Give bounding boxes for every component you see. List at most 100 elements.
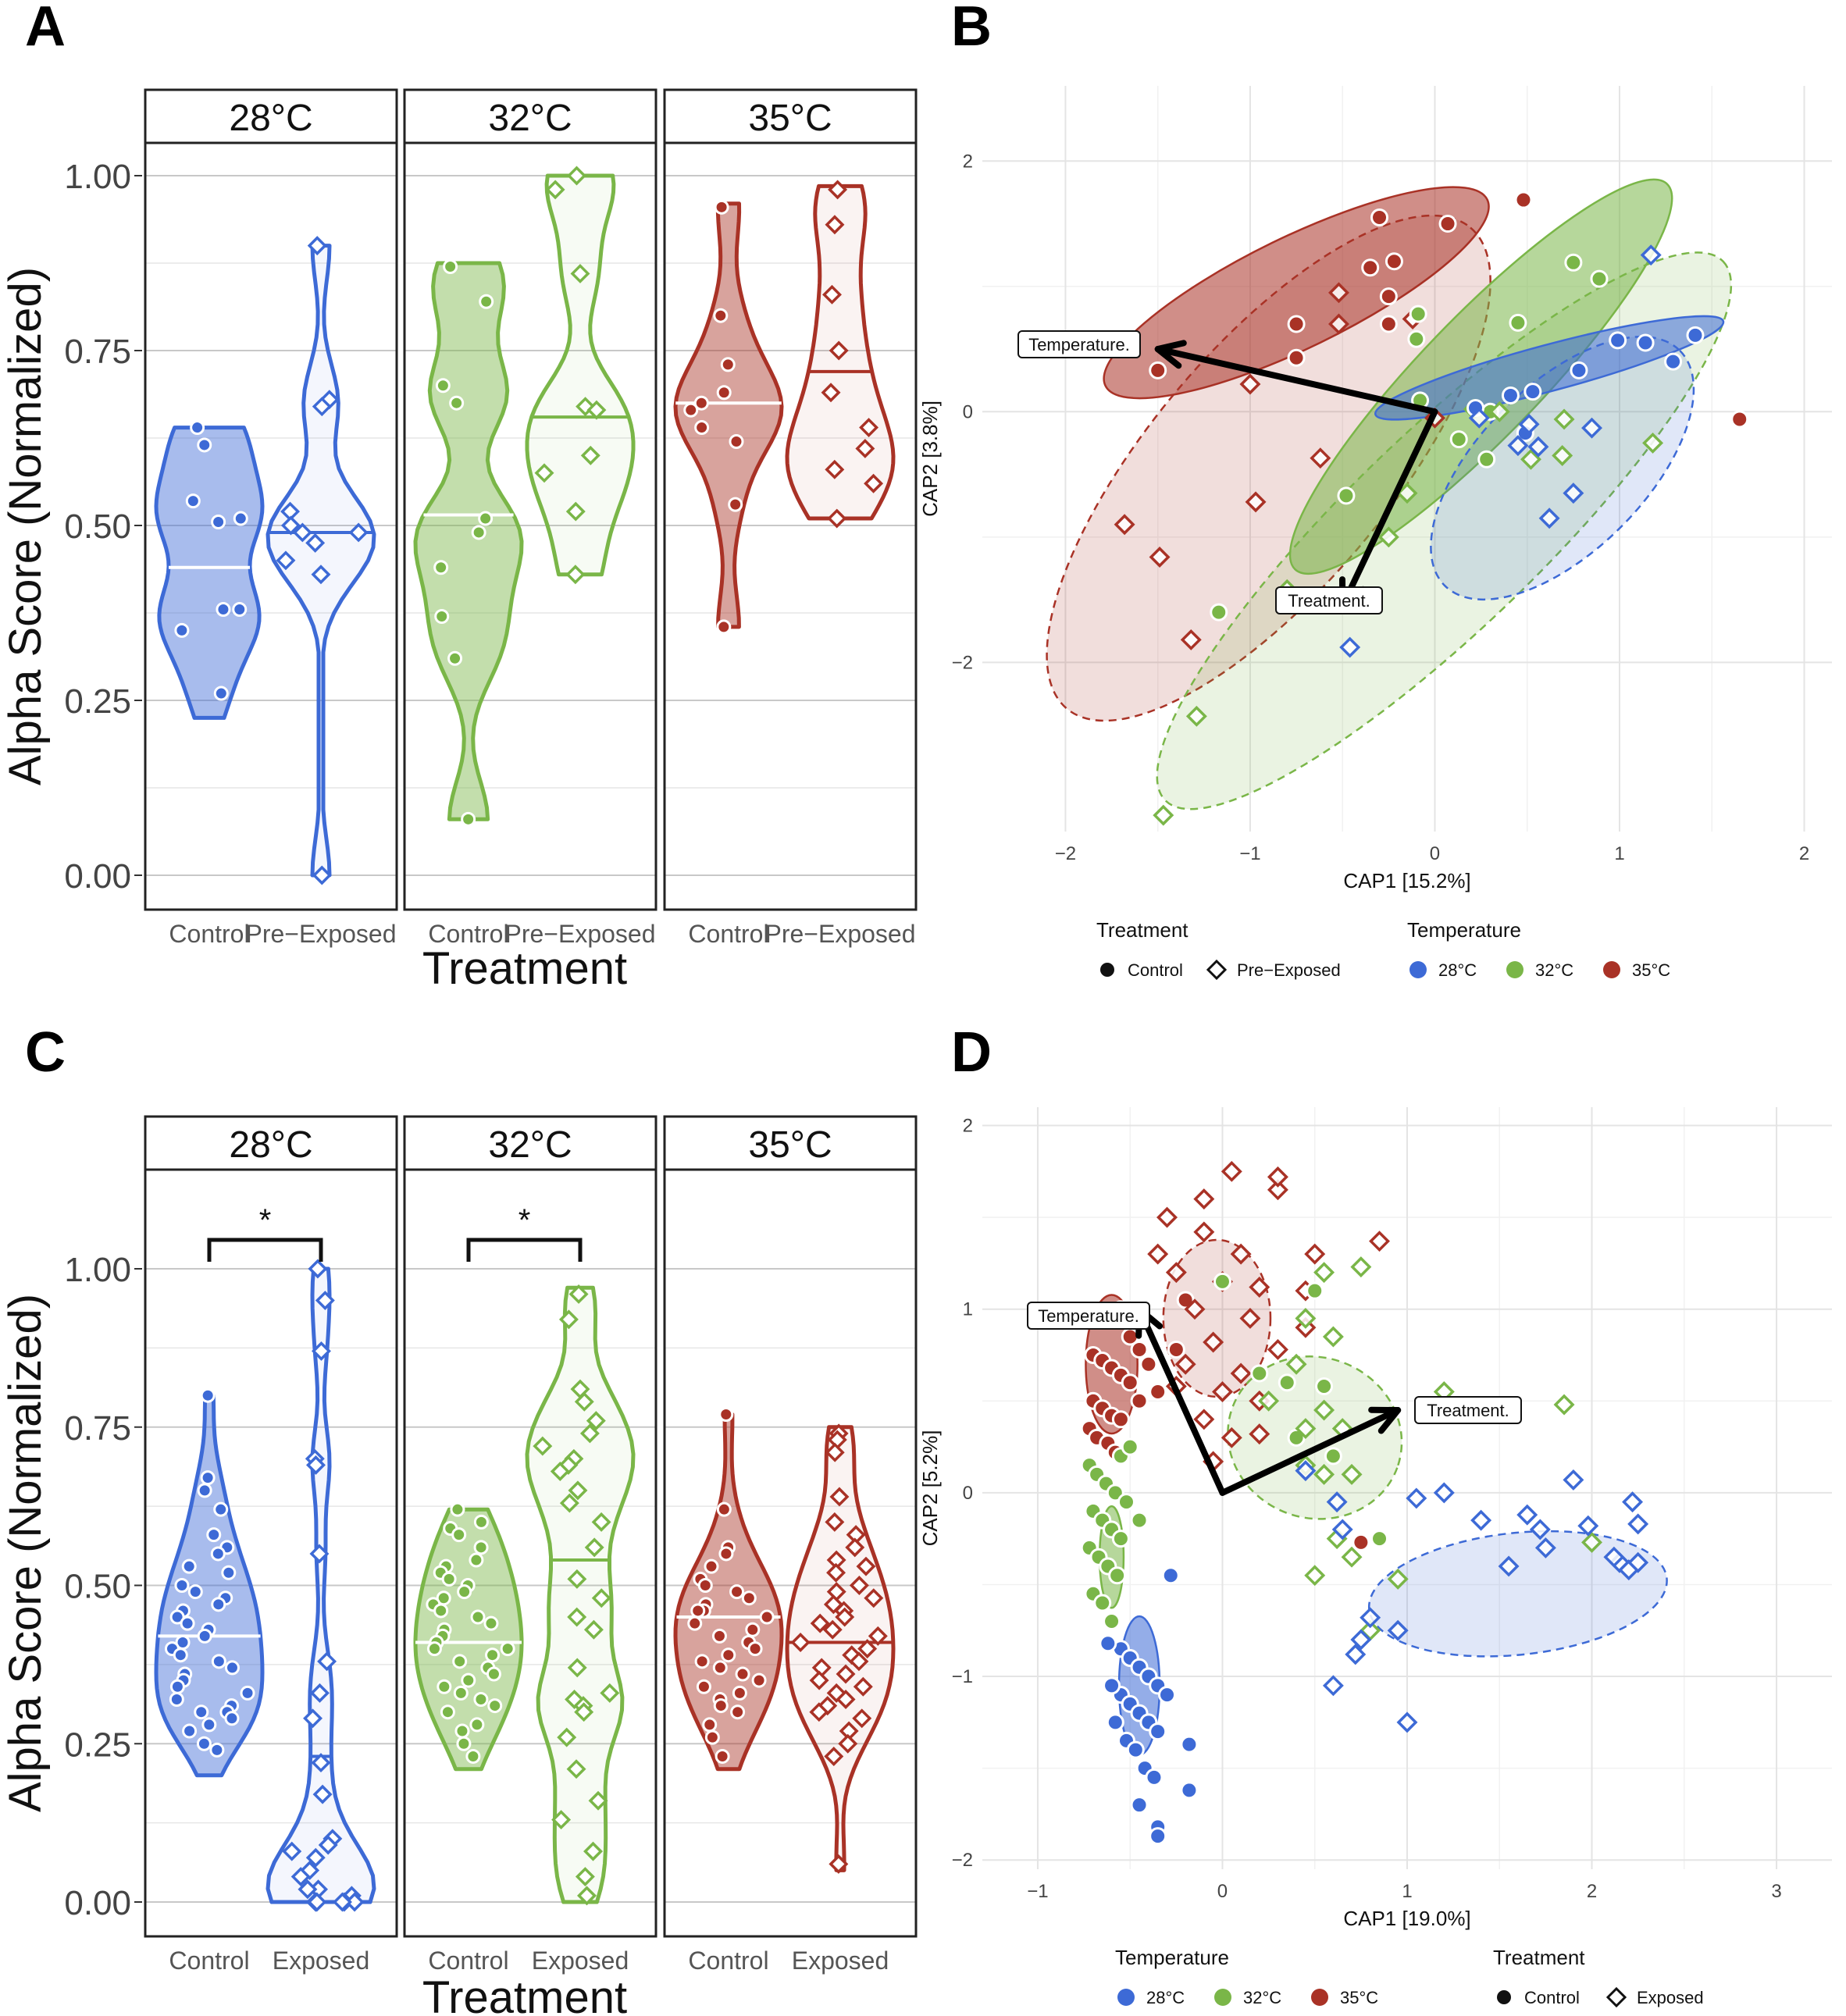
- data-point-exposed: [1193, 1409, 1215, 1430]
- data-point-control: [694, 1654, 710, 1669]
- data-point-control: [718, 1546, 734, 1562]
- data-point-exposed: [580, 445, 600, 465]
- x-tick-label: 3: [1771, 1881, 1781, 1902]
- data-point-control: [486, 1666, 501, 1682]
- x-tick-label: Control: [428, 1947, 508, 1975]
- data-point-exposed: [825, 215, 845, 235]
- data-point-control: [433, 560, 449, 575]
- data-point-exposed: [574, 1702, 594, 1722]
- confidence-ellipse: [1156, 251, 1733, 810]
- data-point-control: [690, 1603, 706, 1619]
- data-point-exposed: [591, 1588, 611, 1608]
- significance-bracket: [466, 1238, 583, 1262]
- data-point-exposed: [1553, 408, 1575, 430]
- data-point-exposed: [821, 383, 841, 403]
- x-tick-label: Pre−Exposed: [245, 920, 396, 948]
- data-point-control: [211, 1597, 226, 1612]
- data-point-exposed: [583, 1619, 604, 1640]
- y-tick-label: 0.00: [64, 1884, 131, 1922]
- data-point-control: [1149, 1722, 1167, 1741]
- vector-arrow-line: [1339, 408, 1438, 610]
- data-point-control: [197, 437, 212, 453]
- legend-item: 28°C: [1146, 1988, 1185, 2007]
- data-point-control: [1609, 331, 1627, 350]
- data-point-exposed: [292, 522, 312, 543]
- facet-strip: [403, 1115, 658, 1171]
- data-point-control: [1570, 361, 1588, 379]
- data-point-control: [213, 686, 229, 701]
- data-point-exposed: [838, 1733, 858, 1754]
- facet-strip-label: 28°C: [229, 1124, 312, 1166]
- data-point-control: [441, 1571, 457, 1587]
- confidence-ellipse: [1374, 315, 1725, 421]
- data-point-control: [232, 602, 248, 618]
- y-tick-label: 0: [963, 1483, 973, 1504]
- data-point-control: [1121, 1437, 1139, 1456]
- data-point-exposed: [1350, 1629, 1372, 1651]
- legend-item: 35°C: [1632, 960, 1670, 980]
- data-point-exposed: [567, 1658, 587, 1678]
- data-point-control: [174, 1578, 190, 1593]
- data-point-exposed: [1433, 1482, 1455, 1504]
- data-point-control: [473, 1691, 489, 1707]
- data-point-control: [201, 1717, 217, 1733]
- x-tick-label: Exposed: [273, 1947, 370, 1975]
- data-point-control: [721, 1647, 736, 1663]
- data-point-control: [728, 497, 743, 512]
- data-point-exposed: [1468, 407, 1490, 429]
- data-point-exposed: [1345, 1644, 1367, 1665]
- data-point-exposed: [825, 1512, 845, 1532]
- data-point-control: [469, 1717, 485, 1733]
- data-point-control: [1099, 1634, 1117, 1653]
- data-point-control: [1121, 1373, 1139, 1392]
- data-point-exposed: [1396, 483, 1418, 504]
- data-point-control: [745, 1622, 761, 1637]
- data-point-control: [224, 1660, 240, 1676]
- facet-strip: [663, 1115, 918, 1171]
- data-point-control: [1108, 1566, 1127, 1585]
- legend-title: Temperature: [1115, 1946, 1229, 1969]
- data-point-exposed: [1174, 1353, 1196, 1375]
- data-point-exposed: [534, 463, 554, 483]
- data-point-control: [461, 1672, 476, 1688]
- data-point-exposed: [857, 1639, 878, 1659]
- vector-arrow-head: [1154, 340, 1187, 369]
- data-point-control: [454, 1723, 470, 1739]
- data-point-exposed: [1185, 705, 1207, 727]
- data-point-exposed: [312, 397, 332, 417]
- data-point-control: [1213, 1272, 1231, 1291]
- panel-label-c: C: [25, 1021, 66, 1084]
- data-point-exposed: [568, 1480, 588, 1501]
- y-tick-label: −1: [952, 1666, 973, 1687]
- data-point-exposed: [311, 1753, 331, 1773]
- x-tick-label: −2: [1055, 843, 1076, 864]
- vector-label: Treatment.: [1427, 1401, 1509, 1420]
- data-point-control: [1337, 486, 1356, 505]
- data-point-exposed: [1498, 1555, 1520, 1577]
- data-point-control: [1139, 1355, 1158, 1373]
- data-point-control: [194, 1704, 209, 1720]
- data-point-exposed: [583, 1841, 603, 1861]
- data-point-exposed: [1326, 1491, 1348, 1513]
- data-point-control: [169, 1609, 185, 1625]
- data-point-control: [197, 1628, 212, 1644]
- data-point-exposed: [1328, 282, 1349, 304]
- data-point-exposed: [829, 340, 849, 361]
- data-point-control: [683, 402, 699, 418]
- data-point-exposed: [1518, 413, 1540, 435]
- data-point-exposed: [1239, 373, 1261, 395]
- data-point-exposed: [829, 1854, 849, 1874]
- data-point-exposed: [568, 1284, 589, 1304]
- data-point-control: [213, 1501, 229, 1517]
- data-point-control: [471, 525, 486, 540]
- data-point-exposed: [1507, 435, 1529, 457]
- facet-strip: [403, 88, 658, 144]
- legend-key: [1214, 1989, 1231, 2006]
- x-tick-label: Control: [688, 920, 768, 948]
- vector-arrow-line: [1136, 1305, 1226, 1496]
- data-point-exposed: [1396, 1711, 1418, 1733]
- data-point-control: [169, 1691, 184, 1707]
- data-point-exposed: [584, 1537, 604, 1558]
- data-point-exposed: [1642, 432, 1664, 454]
- data-point-exposed: [1563, 483, 1584, 504]
